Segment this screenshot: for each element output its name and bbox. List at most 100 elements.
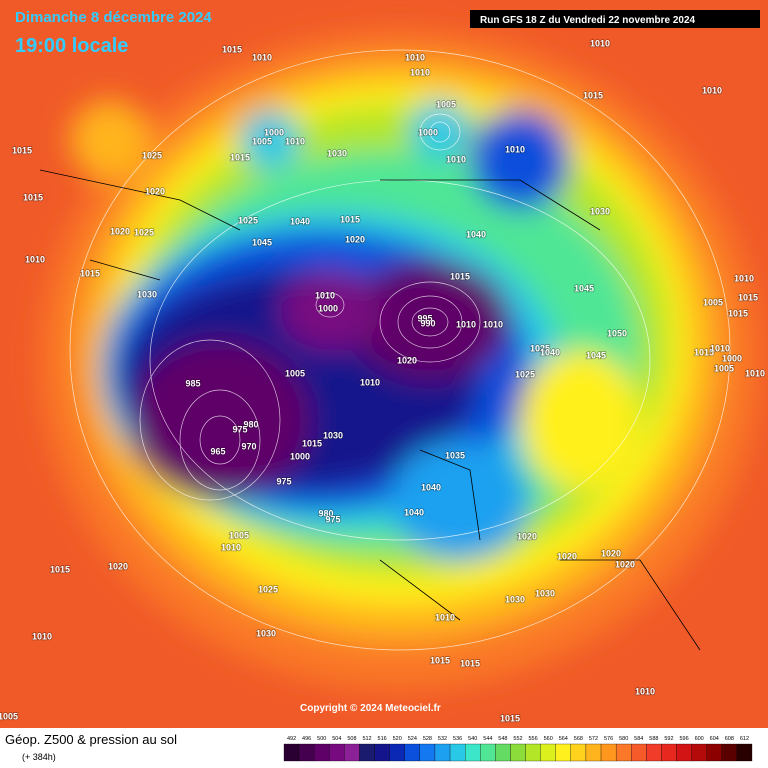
pressure-label: 1020 bbox=[517, 531, 537, 541]
scale-label: 568 bbox=[574, 736, 583, 742]
scale-label: 492 bbox=[287, 736, 296, 742]
pressure-label: 985 bbox=[185, 378, 200, 388]
pressure-label: 1020 bbox=[601, 548, 621, 558]
pressure-label: 1015 bbox=[694, 347, 714, 357]
pressure-label: 1010 bbox=[221, 542, 241, 552]
pressure-label: 1015 bbox=[450, 271, 470, 281]
pressure-label: 1010 bbox=[405, 52, 425, 62]
pressure-label: 1010 bbox=[505, 144, 525, 154]
scale-label: 604 bbox=[710, 736, 719, 742]
scale-swatch bbox=[540, 743, 556, 762]
pressure-label: 1010 bbox=[446, 154, 466, 164]
pressure-label: 1020 bbox=[145, 186, 165, 196]
pressure-label: 1010 bbox=[702, 85, 722, 95]
scale-label: 608 bbox=[725, 736, 734, 742]
pressure-label: 1045 bbox=[586, 350, 606, 360]
color-scale: 492 496 500 504 508 512 516 520 524 528 532 536 540 5… bbox=[283, 736, 753, 762]
scale-swatch bbox=[495, 743, 511, 762]
pressure-label: 1010 bbox=[32, 631, 52, 641]
scale-label: 584 bbox=[634, 736, 643, 742]
pressure-label: 1005 bbox=[436, 99, 456, 109]
scale-label: 532 bbox=[438, 736, 447, 742]
pressure-label: 1030 bbox=[590, 206, 610, 216]
legend-title: Géop. Z500 & pression au sol bbox=[5, 732, 177, 747]
scale-swatch bbox=[298, 743, 315, 762]
scale-label: 500 bbox=[317, 736, 326, 742]
pressure-label: 965 bbox=[210, 446, 225, 456]
lead-time: (+ 384h) bbox=[22, 752, 56, 762]
pressure-label: 1045 bbox=[574, 283, 594, 293]
pressure-label: 975 bbox=[232, 424, 247, 434]
scale-label: 572 bbox=[589, 736, 598, 742]
scale-label: 596 bbox=[679, 736, 688, 742]
pressure-label: 1025 bbox=[258, 584, 278, 594]
pressure-label: 1010 bbox=[315, 290, 335, 300]
pressure-label: 980 bbox=[318, 508, 333, 518]
pressure-label: 1025 bbox=[530, 343, 550, 353]
pressure-label: 1015 bbox=[80, 268, 100, 278]
pressure-label: 1005 bbox=[714, 363, 734, 373]
pressure-label: 1020 bbox=[615, 559, 635, 569]
scale-swatch bbox=[434, 743, 451, 762]
scale-label: 600 bbox=[695, 736, 704, 742]
pressure-labels: 1015 1010 1010 1010 1010 1015 1010 1015 1025 1005… bbox=[0, 38, 766, 725]
pressure-label: 1000 bbox=[722, 353, 742, 363]
scale-label: 564 bbox=[559, 736, 568, 742]
run-info: Run GFS 18 Z du Vendredi 22 novembre 202… bbox=[480, 15, 696, 26]
pressure-label: 1010 bbox=[635, 686, 655, 696]
scale-swatch bbox=[585, 743, 602, 762]
scale-swatch bbox=[359, 743, 375, 762]
scale-swatch bbox=[314, 743, 330, 762]
pressure-label: 980 bbox=[243, 419, 258, 429]
pressure-label: 1030 bbox=[323, 430, 343, 440]
pressure-label: 1045 bbox=[252, 237, 272, 247]
pressure-label: 1020 bbox=[108, 561, 128, 571]
scale-swatch bbox=[661, 743, 677, 762]
pressure-label: 970 bbox=[241, 441, 256, 451]
scale-label: 528 bbox=[423, 736, 432, 742]
pressure-label: 1025 bbox=[134, 227, 154, 237]
pressure-label: 1015 bbox=[12, 145, 32, 155]
scale-swatch bbox=[344, 743, 360, 762]
pressure-label: 995 bbox=[417, 313, 432, 323]
scale-swatch bbox=[615, 743, 632, 762]
scale-swatch bbox=[600, 743, 617, 762]
scale-swatch bbox=[329, 743, 345, 762]
pressure-label: 1015 bbox=[23, 192, 43, 202]
scale-label: 516 bbox=[378, 736, 387, 742]
time: 19:00 locale bbox=[15, 35, 128, 57]
run-box bbox=[470, 10, 760, 28]
pressure-label: 975 bbox=[325, 514, 340, 524]
pressure-label: 1030 bbox=[505, 594, 525, 604]
pressure-label: 1005 bbox=[252, 136, 272, 146]
pressure-label: 1040 bbox=[466, 229, 486, 239]
pressure-label: 1010 bbox=[483, 319, 503, 329]
pressure-label: 1000 bbox=[418, 127, 438, 137]
pressure-label: 1005 bbox=[229, 530, 249, 540]
scale-swatch bbox=[631, 743, 647, 762]
pressure-label: 1015 bbox=[583, 90, 603, 100]
pressure-label: 1015 bbox=[738, 292, 758, 302]
pressure-label: 1000 bbox=[264, 127, 284, 137]
scale-swatch bbox=[555, 743, 571, 762]
pressure-label: 1015 bbox=[340, 214, 360, 224]
pressure-label: 1015 bbox=[302, 438, 322, 448]
pressure-label: 1010 bbox=[285, 136, 305, 146]
pressure-label: 1015 bbox=[500, 713, 520, 723]
pressure-label: 1025 bbox=[142, 150, 162, 160]
scale-swatch bbox=[691, 743, 707, 762]
scale-label: 496 bbox=[302, 736, 311, 742]
pressure-label: 1025 bbox=[238, 215, 258, 225]
pressure-label: 1020 bbox=[557, 551, 577, 561]
pressure-label: 1015 bbox=[460, 658, 480, 668]
scale-swatch bbox=[676, 743, 692, 762]
scale-label: 512 bbox=[362, 736, 371, 742]
pressure-label: 1030 bbox=[535, 588, 555, 598]
date: Dimanche 8 décembre 2024 bbox=[15, 9, 212, 26]
pressure-label: 1010 bbox=[252, 52, 272, 62]
pressure-label: 975 bbox=[276, 476, 291, 486]
pressure-label: 1010 bbox=[410, 67, 430, 77]
scale-swatch bbox=[706, 743, 722, 762]
scale-swatch bbox=[510, 743, 526, 762]
